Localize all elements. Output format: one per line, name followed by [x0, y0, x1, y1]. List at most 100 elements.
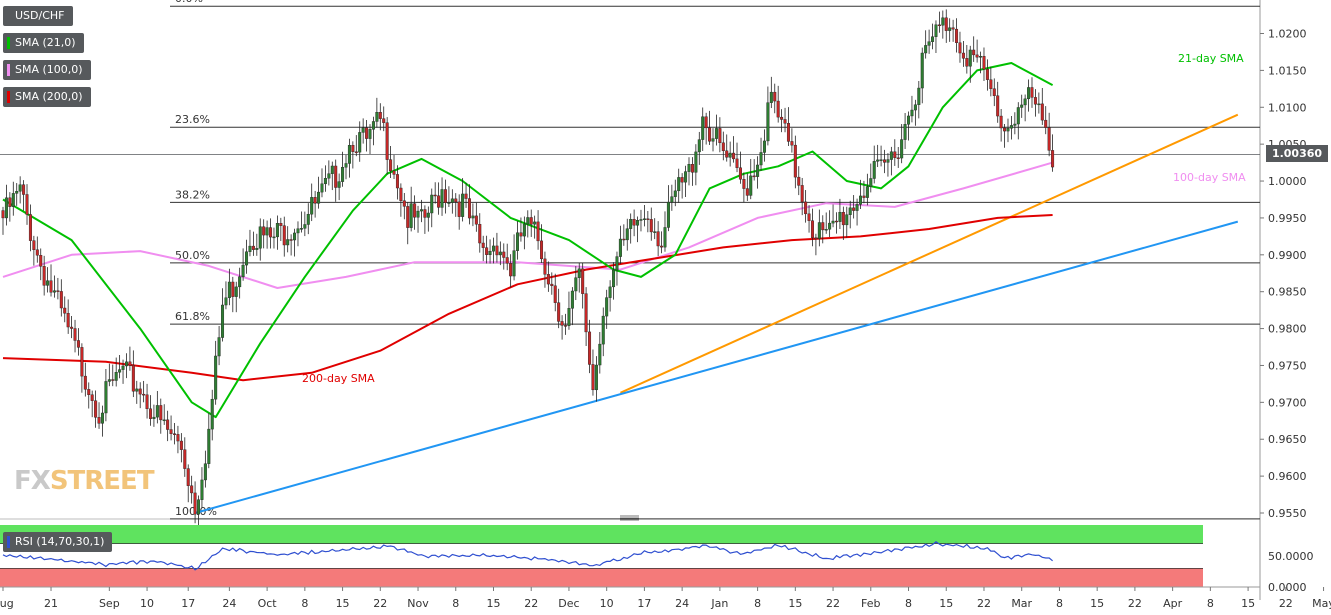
candle-body: [780, 116, 784, 120]
x-tick-label: 22: [1128, 597, 1142, 610]
candle-body: [522, 223, 526, 237]
candle-body: [124, 361, 128, 367]
candle-body: [766, 102, 770, 142]
candle-body: [646, 218, 650, 220]
candle-body: [289, 239, 293, 241]
candle-body: [505, 257, 509, 264]
x-tick-label: 22: [1279, 597, 1293, 610]
last-price-tag: 1.00360: [1266, 145, 1328, 162]
candle-body: [752, 175, 756, 178]
candle-body: [694, 151, 698, 173]
candle-body: [509, 263, 513, 277]
x-tick-label: Dec: [558, 597, 579, 610]
candle-body: [197, 499, 201, 515]
candle-body: [625, 228, 629, 241]
sma100-line: [2, 161, 1053, 289]
x-tick-label: 21: [44, 597, 58, 610]
candle-body: [848, 207, 852, 215]
candle-body: [927, 41, 931, 46]
x-tick-label: 8: [1056, 597, 1063, 610]
x-tick-label: 15: [486, 597, 500, 610]
candle-body: [327, 173, 331, 179]
y-tick-label: 0.9700: [1268, 396, 1307, 409]
candle-body: [358, 132, 362, 153]
legend-sma100[interactable]: SMA (100,0): [3, 60, 91, 80]
candle-body: [258, 226, 262, 249]
candle-body: [142, 393, 146, 396]
legend-rsi[interactable]: RSI (14,70,30,1): [3, 532, 113, 552]
candle-body: [721, 142, 725, 152]
candle-body: [1003, 127, 1007, 132]
candle-body: [893, 151, 897, 158]
candle-body: [159, 405, 163, 421]
candle-body: [937, 24, 941, 27]
trendline: [194, 220, 1239, 514]
candle-body: [145, 394, 149, 409]
candle-body: [172, 433, 176, 435]
candle-body: [896, 157, 900, 159]
candle-body: [42, 266, 46, 286]
candle-body: [313, 197, 317, 204]
sma21-annotation: 21-day SMA: [1178, 52, 1244, 65]
y-tick-label: 0.9850: [1268, 286, 1307, 299]
date-axis: Aug 21 Sep 10 17 24 Oct 8 15 22 Nov 8 15 22 Dec 10 17 24 J…: [0, 587, 1331, 610]
candle-body: [25, 194, 29, 215]
candle-body: [855, 204, 859, 211]
candle-body: [797, 176, 801, 186]
candle-body: [49, 280, 53, 293]
legend-sma200[interactable]: SMA (200,0): [3, 87, 91, 107]
candle-body: [704, 116, 708, 129]
candle-body: [540, 240, 544, 260]
candle-body: [498, 251, 502, 256]
candle-body: [310, 197, 314, 215]
candle-body: [337, 181, 341, 188]
candle-body: [245, 251, 249, 266]
logo-part-fx: FX: [14, 466, 51, 496]
candle-body: [636, 220, 640, 226]
candle-body: [443, 189, 447, 203]
legend-symbol-label: USD/CHF: [15, 9, 65, 22]
candle-body: [708, 127, 712, 142]
candle-body: [354, 151, 358, 153]
candle-body: [567, 308, 571, 326]
candle-body: [584, 293, 588, 333]
candle-body: [1006, 128, 1010, 132]
x-tick-label: 22: [977, 597, 991, 610]
candle-body: [663, 227, 667, 248]
candle-body: [745, 188, 749, 196]
candle-body: [677, 177, 681, 192]
candle-body: [217, 337, 221, 357]
candle-body: [39, 255, 43, 267]
legend-symbol[interactable]: USD/CHF: [3, 6, 73, 26]
candle-body: [35, 249, 39, 256]
candle-body: [673, 190, 677, 197]
candle-body: [749, 175, 753, 196]
candle-body: [564, 325, 568, 327]
candle-body: [323, 178, 327, 185]
candle-body: [841, 211, 845, 226]
candle-body: [872, 161, 876, 179]
rsi-line: [2, 541, 1053, 571]
sma100-annotation: 100-day SMA: [1173, 171, 1246, 184]
candle-body: [454, 198, 458, 203]
candle-body: [951, 27, 955, 30]
legend-sma21[interactable]: SMA (21,0): [3, 33, 84, 53]
candle-body: [66, 313, 70, 328]
x-tick-label: 8: [1207, 597, 1214, 610]
candle-body: [838, 211, 842, 222]
candle-body: [416, 210, 420, 218]
x-tick-label: Sep: [99, 597, 120, 610]
candle-body: [121, 365, 125, 370]
legend-swatch-sma100: [7, 64, 10, 76]
candle-body: [577, 268, 581, 278]
candle-body: [1037, 103, 1041, 106]
candle-body: [241, 264, 245, 277]
candle-body: [87, 389, 91, 395]
candle-body: [464, 193, 468, 199]
candle-body: [793, 144, 797, 178]
candle-body: [399, 187, 403, 201]
candle-body: [738, 167, 742, 180]
candle-body: [533, 221, 537, 225]
x-tick-label: 15: [939, 597, 953, 610]
candle-body: [529, 217, 533, 225]
